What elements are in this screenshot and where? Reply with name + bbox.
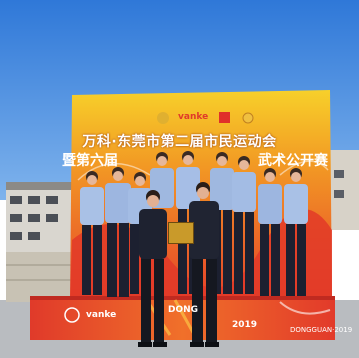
guard: [80, 171, 104, 295]
stage-brand-right: DONGGUAN·2019: [290, 326, 353, 334]
award-plaque: [168, 222, 194, 244]
guard: [284, 168, 308, 296]
man-left: [138, 190, 167, 347]
stage-brand-mid-year: 2019: [232, 320, 258, 330]
emblem-icon: [157, 112, 169, 124]
buildings-left: [6, 182, 76, 302]
stage-brand-mid: DONG: [168, 305, 199, 315]
man-right: [189, 182, 219, 347]
guard-group: [80, 151, 308, 297]
guard: [232, 156, 256, 294]
guard: [258, 168, 282, 296]
guard: [105, 167, 131, 297]
emblem2-icon: [242, 112, 254, 124]
banner-title-line2-right: 武术公开赛: [258, 153, 328, 169]
brand-top: vanke: [178, 112, 209, 122]
vanke-logo-icon: [64, 307, 80, 323]
stage-brand-left: vanke: [86, 310, 117, 320]
banner-title-line1: 万科·东莞市第二届市民运动会: [82, 134, 277, 150]
banner-title-line2-left: 暨第六届: [62, 153, 118, 169]
stage-front: [30, 296, 335, 340]
logo-square-icon: [219, 112, 230, 123]
